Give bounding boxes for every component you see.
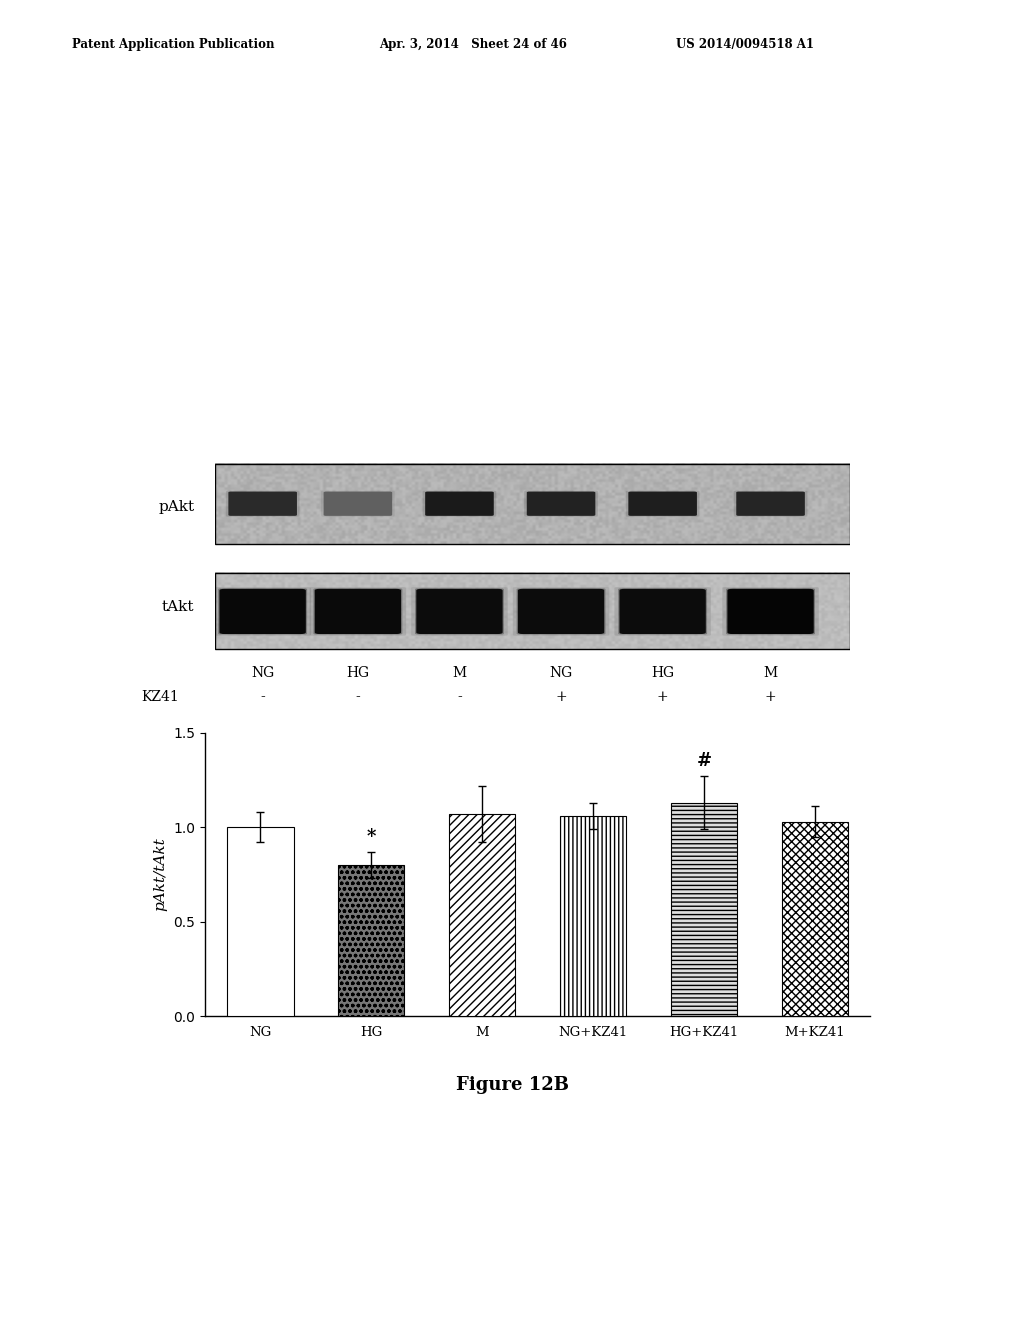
Text: M: M — [453, 667, 467, 680]
FancyBboxPatch shape — [314, 589, 401, 634]
FancyBboxPatch shape — [219, 589, 306, 634]
FancyBboxPatch shape — [526, 491, 595, 516]
FancyBboxPatch shape — [513, 587, 609, 636]
Bar — [671, 803, 737, 1016]
FancyBboxPatch shape — [412, 587, 508, 636]
Text: +: + — [765, 690, 776, 704]
FancyBboxPatch shape — [322, 491, 394, 516]
Text: tAkt: tAkt — [162, 601, 195, 614]
Text: HG: HG — [651, 667, 674, 680]
Bar — [338, 865, 404, 1016]
FancyBboxPatch shape — [737, 492, 804, 516]
FancyBboxPatch shape — [727, 589, 814, 634]
Bar — [781, 821, 848, 1016]
Text: Apr. 3, 2014   Sheet 24 of 46: Apr. 3, 2014 Sheet 24 of 46 — [379, 37, 566, 50]
FancyBboxPatch shape — [736, 491, 805, 516]
FancyBboxPatch shape — [214, 587, 311, 636]
FancyBboxPatch shape — [229, 492, 296, 516]
Text: +: + — [656, 690, 669, 704]
FancyBboxPatch shape — [527, 492, 595, 516]
Bar — [227, 828, 294, 1016]
FancyBboxPatch shape — [614, 587, 711, 636]
Text: Patent Application Publication: Patent Application Publication — [72, 37, 274, 50]
FancyBboxPatch shape — [517, 589, 605, 635]
FancyBboxPatch shape — [313, 589, 402, 635]
Text: *: * — [367, 828, 376, 846]
FancyBboxPatch shape — [734, 491, 807, 516]
FancyBboxPatch shape — [518, 589, 604, 634]
Text: KZ41: KZ41 — [141, 690, 179, 704]
FancyBboxPatch shape — [218, 589, 307, 635]
Text: pAkt: pAkt — [159, 500, 195, 513]
FancyBboxPatch shape — [722, 587, 819, 636]
Text: #: # — [696, 752, 712, 771]
FancyBboxPatch shape — [626, 491, 699, 516]
Text: US 2014/0094518 A1: US 2014/0094518 A1 — [676, 37, 814, 50]
FancyBboxPatch shape — [417, 589, 503, 634]
Text: -: - — [355, 690, 360, 704]
FancyBboxPatch shape — [726, 589, 815, 635]
Bar — [215, 463, 850, 544]
Text: NG: NG — [251, 667, 274, 680]
FancyBboxPatch shape — [629, 492, 696, 516]
Text: -: - — [260, 690, 265, 704]
FancyBboxPatch shape — [228, 491, 297, 516]
Bar — [560, 816, 627, 1016]
Text: HG: HG — [346, 667, 370, 680]
FancyBboxPatch shape — [415, 589, 504, 635]
Text: Figure 12B: Figure 12B — [456, 1076, 568, 1094]
FancyBboxPatch shape — [324, 491, 392, 516]
FancyBboxPatch shape — [425, 491, 494, 516]
FancyBboxPatch shape — [618, 589, 707, 635]
Text: -: - — [457, 690, 462, 704]
FancyBboxPatch shape — [524, 491, 598, 516]
Y-axis label: pAkt/tAkt: pAkt/tAkt — [154, 838, 168, 911]
FancyBboxPatch shape — [226, 491, 299, 516]
FancyBboxPatch shape — [426, 492, 494, 516]
Bar — [215, 573, 850, 649]
Text: NG: NG — [550, 667, 572, 680]
FancyBboxPatch shape — [325, 492, 391, 516]
Text: M: M — [764, 667, 777, 680]
FancyBboxPatch shape — [620, 589, 706, 634]
Text: +: + — [555, 690, 567, 704]
FancyBboxPatch shape — [309, 587, 407, 636]
FancyBboxPatch shape — [423, 491, 497, 516]
Bar — [449, 814, 515, 1016]
FancyBboxPatch shape — [629, 491, 697, 516]
